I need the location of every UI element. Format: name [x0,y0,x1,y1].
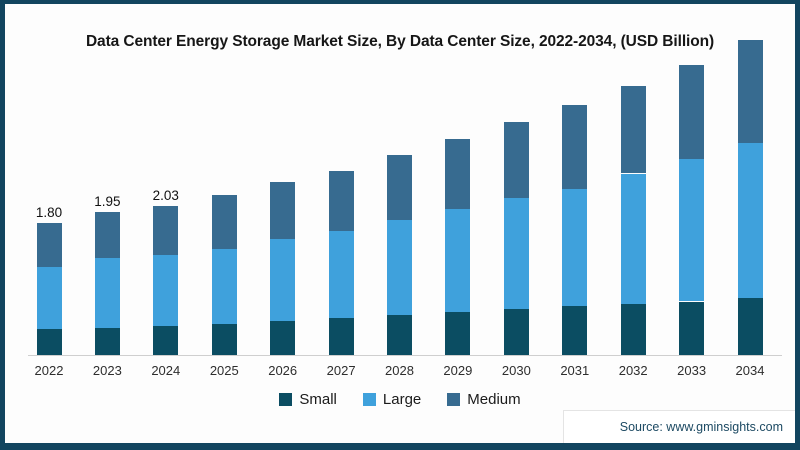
bar-2022-large [36,267,62,329]
source-text: Source: www.gminsights.com [619,420,783,434]
bar-2025-medium [211,194,237,249]
bar-2027-small [328,317,354,355]
x-axis-line [28,355,782,356]
legend-swatch-small [279,393,293,406]
bar-2025-large [211,248,237,325]
bar-2029-medium [445,139,471,209]
legend-label-large: Large [382,391,422,408]
legend-item-medium: Medium [447,391,521,408]
bar-2034-large [737,142,763,298]
bar-2023-large [94,258,120,328]
x-label-2022: 2022 [34,363,64,378]
bar-2033-small [679,301,705,355]
bar-2032-large [620,173,646,304]
bar-2032-medium [620,86,646,174]
x-label-2029: 2029 [443,363,473,378]
legend-swatch-large [362,393,376,406]
x-label-2024: 2024 [151,363,181,378]
bar-2026-medium [270,182,296,240]
bar-2030-medium [503,121,529,198]
legend-item-small: Small [279,391,337,408]
bar-2024-small [153,325,179,355]
bar-2030-small [503,308,529,355]
source-box: Source: www.gminsights.com [563,410,795,443]
bar-2029-small [445,311,471,355]
bar-2024-medium [153,206,179,255]
x-label-2027: 2027 [326,363,356,378]
bar-2023-small [94,327,120,355]
x-label-2030: 2030 [501,363,531,378]
bar-2032-small [620,303,646,355]
value-label-2023: 1.95 [94,194,121,210]
legend-item-large: Large [362,391,422,408]
x-label-2031: 2031 [560,363,590,378]
bar-2034-medium [737,40,763,143]
bar-2029-large [445,208,471,312]
bar-2027-large [328,230,354,318]
x-label-2033: 2033 [677,363,707,378]
bar-2030-large [503,197,529,309]
bar-2024-large [153,254,179,326]
legend-label-small: Small [299,391,337,408]
bar-2023-medium [94,212,120,259]
x-label-2032: 2032 [618,363,648,378]
bar-2026-large [270,239,296,321]
legend-label-medium: Medium [467,391,521,408]
value-label-2024: 2.03 [152,188,179,204]
bar-2028-large [387,220,412,315]
bar-2025-small [211,324,237,355]
bar-2022-small [36,328,62,355]
bar-2026-small [270,320,296,355]
legend-swatch-medium [447,393,461,406]
x-label-2034: 2034 [735,363,765,378]
bar-2031-large [562,188,588,306]
bar-2033-medium [679,65,705,159]
bar-2028-medium [387,155,412,221]
bar-2027-medium [328,170,354,231]
x-label-2023: 2023 [92,363,122,378]
chart-title: Data Center Energy Storage Market Size, … [85,33,715,50]
bar-2033-large [679,158,705,302]
bar-2031-medium [562,104,588,189]
value-label-2022: 1.80 [35,205,63,221]
bar-2028-small [387,314,412,355]
x-label-2028: 2028 [385,363,414,378]
legend: Small Large Medium [0,391,800,408]
x-label-2025: 2025 [209,363,239,378]
bar-2031-small [562,306,588,355]
bar-2022-medium [36,223,62,268]
x-label-2026: 2026 [268,363,298,378]
bar-2034-small [737,297,763,355]
